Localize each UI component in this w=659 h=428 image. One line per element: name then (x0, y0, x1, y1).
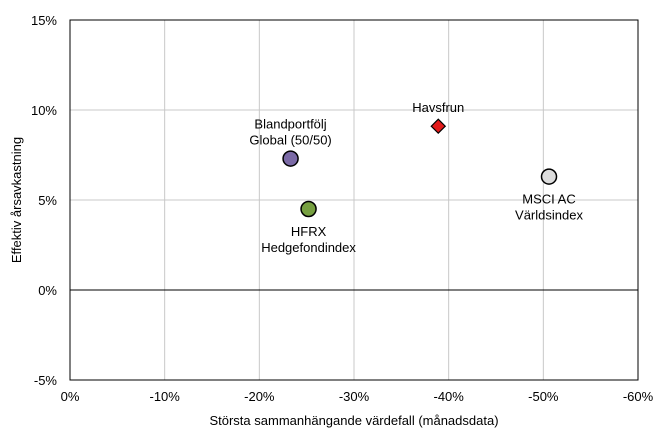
data-point-label: Världsindex (515, 208, 583, 223)
y-tick-label: 5% (38, 193, 57, 208)
y-axis-label: Effektiv årsavkastning (9, 137, 24, 263)
x-tick-labels: 0% -10% -20% -30% -40% -50% -60% (61, 389, 654, 404)
x-tick-label: -40% (433, 389, 464, 404)
data-point-label: HFRX (291, 224, 327, 239)
y-tick-label: 15% (31, 13, 57, 28)
x-tick-label: -60% (623, 389, 654, 404)
x-tick-label: -50% (528, 389, 559, 404)
x-tick-label: -30% (339, 389, 370, 404)
data-point-label: Havsfrun (412, 100, 464, 115)
y-tick-label: 10% (31, 103, 57, 118)
data-point-marker (540, 168, 558, 185)
x-axis-label: Största sammanhängande värdefall (månads… (209, 413, 498, 428)
x-tick-label: 0% (61, 389, 80, 404)
x-tick-label: -10% (149, 389, 180, 404)
y-tick-labels: -5% 0% 5% 10% 15% (31, 13, 57, 388)
data-point-label: MSCI AC (522, 192, 575, 207)
plot-frame (69, 19, 639, 381)
y-tick-label: -5% (34, 373, 58, 388)
data-point-label: Global (50/50) (249, 133, 331, 148)
x-tick-label: -20% (244, 389, 275, 404)
data-point-marker (282, 150, 299, 167)
data-point-label: Hedgefondindex (261, 240, 356, 255)
y-tick-label: 0% (38, 283, 57, 298)
data-point-marker (430, 118, 447, 135)
data-point-label: Blandportfölj (254, 117, 326, 132)
data-point-marker (300, 200, 317, 218)
